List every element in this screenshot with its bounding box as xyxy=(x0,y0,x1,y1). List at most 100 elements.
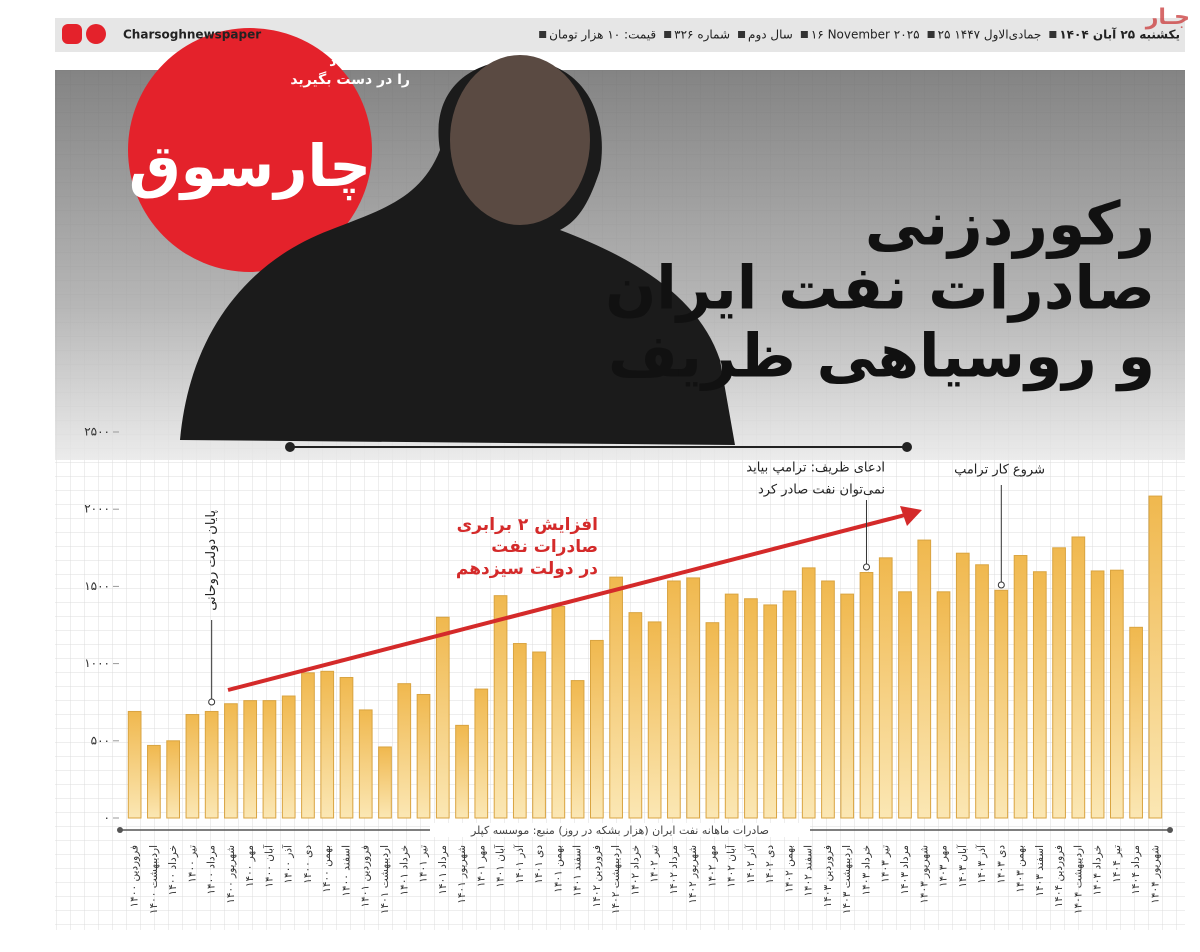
bar xyxy=(474,688,489,819)
x-tick-label: اسفند ۱۴۰۰ xyxy=(340,845,352,897)
bar xyxy=(975,564,989,819)
x-tick-label: آبان ۱۴۰۰ xyxy=(262,844,275,888)
x-tick-label: بهمن ۱۴۰۰ xyxy=(321,845,333,893)
x-tick-label: مرداد ۱۴۰۲ xyxy=(668,845,680,895)
bar xyxy=(358,709,373,819)
arrow-head xyxy=(900,506,922,526)
x-tick-label: مهر ۱۴۰۲ xyxy=(706,845,718,887)
bar xyxy=(917,539,932,819)
bar xyxy=(724,593,739,819)
header-item: ۱۶ November ۲۰۲۵ xyxy=(811,28,920,42)
x-tick-label: دی ۱۴۰۰ xyxy=(302,845,314,884)
bar xyxy=(878,557,893,819)
bar xyxy=(955,552,970,819)
header-item: یکشنبه ۲۵ آبان ۱۴۰۴ xyxy=(1059,27,1180,42)
bar xyxy=(1129,626,1143,819)
axis-dot xyxy=(1167,827,1173,833)
bar xyxy=(647,621,662,819)
y-tick-label: ۰ xyxy=(104,811,110,825)
x-tick-label: آذر ۱۴۰۲ xyxy=(744,844,757,884)
x-tick-label: آبان ۱۴۰۲ xyxy=(725,844,738,888)
x-tick-label: بهمن ۱۴۰۱ xyxy=(552,845,564,893)
leader-dot xyxy=(862,563,870,571)
bar xyxy=(224,703,238,819)
x-tick-label: مهر ۱۴۰۰ xyxy=(244,845,256,887)
bar xyxy=(339,676,354,819)
x-tick-label: مرداد ۱۴۰۰ xyxy=(206,845,218,895)
header-bullet xyxy=(664,31,672,38)
y-tick-label: ۲۰۰۰ xyxy=(84,502,110,516)
header-item: سال دوم xyxy=(748,28,793,43)
leader-dot xyxy=(997,581,1005,589)
x-tick-label: فروردین ۱۴۰۰ xyxy=(129,845,141,907)
x-tick-label: تیر ۱۴۰۴ xyxy=(1111,845,1123,883)
logo-name: چارسوق xyxy=(129,132,371,201)
x-tick-label: خرداد ۱۴۰۰ xyxy=(167,845,179,895)
rule-dot xyxy=(902,442,912,452)
x-tick-label: شهریور ۱۴۰۰ xyxy=(225,845,237,904)
x-tick-label: اسفند ۱۴۰۳ xyxy=(1034,845,1046,897)
bar xyxy=(301,672,315,819)
photo-silhouette xyxy=(180,60,735,445)
bar xyxy=(320,670,335,819)
trump-label: شروع کار ترامپ xyxy=(954,463,1045,478)
bar xyxy=(705,622,720,819)
bar xyxy=(570,680,585,819)
bar xyxy=(532,651,546,819)
x-tick-label: خرداد ۱۴۰۳ xyxy=(860,845,872,895)
header-bullet xyxy=(738,31,746,38)
bar xyxy=(1090,570,1105,819)
x-tick-label: دی ۱۴۰۱ xyxy=(533,845,545,884)
x-tick-label: آبان ۱۴۰۱ xyxy=(494,844,507,888)
bar xyxy=(782,590,797,819)
x-tick-label: خرداد ۱۴۰۴ xyxy=(1092,845,1104,895)
bar xyxy=(821,580,835,819)
bar xyxy=(1109,569,1124,819)
header-bullet xyxy=(1049,31,1057,38)
bar xyxy=(455,724,469,819)
bar xyxy=(243,700,258,819)
header-bullet xyxy=(927,31,935,38)
bar xyxy=(994,589,1009,819)
x-tick-label: شهریور ۱۴۰۱ xyxy=(456,845,468,904)
caption-bg xyxy=(430,823,810,837)
x-tick-label: آذر ۱۴۰۳ xyxy=(975,844,988,884)
zarif-label: ادعای ظریف: ترامپ بیاید xyxy=(746,461,885,476)
bar xyxy=(589,639,604,819)
bar xyxy=(667,580,681,819)
trend-arrow xyxy=(227,513,906,692)
instagram-icon xyxy=(62,24,82,44)
header-bullet xyxy=(539,31,547,38)
bar xyxy=(840,593,855,819)
rouhani-label: پایان دولت روحانی xyxy=(204,510,219,611)
x-tick-label: خرداد ۱۴۰۲ xyxy=(629,845,641,895)
x-tick-label: آبان ۱۴۰۳ xyxy=(956,844,969,888)
bar xyxy=(801,567,816,819)
x-tick-label: مهر ۱۴۰۳ xyxy=(938,845,950,887)
x-tick-label: اسفند ۱۴۰۱ xyxy=(572,845,584,897)
header-item: قیمت: ۱۰ هزار تومان xyxy=(549,28,656,43)
x-tick-label: اردیبهشت ۱۴۰۰ xyxy=(148,845,160,914)
x-tick-label: شهریور ۱۴۰۳ xyxy=(918,845,930,904)
trend-label: افزایش ۲ برابری xyxy=(457,515,598,535)
x-tick-label: اسفند ۱۴۰۲ xyxy=(803,845,815,897)
trend-label: صادرات نفت xyxy=(491,537,598,557)
x-tick-label: فروردین ۱۴۰۲ xyxy=(591,845,603,907)
x-tick-label: فروردین ۱۴۰۴ xyxy=(1053,845,1065,907)
bar xyxy=(262,700,277,819)
zarif-label: نمی‌توان نفت صادر کرد xyxy=(758,483,885,498)
bar xyxy=(609,576,623,819)
bar xyxy=(147,744,161,819)
watermark: جـار xyxy=(1145,5,1190,30)
header-item: ۲۵ جمادی‌الاول ۱۴۴۷ xyxy=(938,28,1042,43)
x-tick-label: اردیبهشت ۱۴۰۱ xyxy=(379,845,391,914)
x-tick-label: اردیبهشت ۱۴۰۳ xyxy=(841,845,853,914)
logo-circle xyxy=(128,28,372,272)
bar xyxy=(493,595,508,819)
bar xyxy=(204,710,219,819)
x-tick-label: شهریور ۱۴۰۴ xyxy=(1149,845,1161,904)
logo-tagline: را در دست بگیرید xyxy=(290,71,410,88)
x-tick-label: تیر ۱۴۰۲ xyxy=(649,845,661,883)
y-tick-label: ۱۰۰۰ xyxy=(84,656,110,670)
logo-tagline: نبض اقتصاد xyxy=(329,54,410,70)
